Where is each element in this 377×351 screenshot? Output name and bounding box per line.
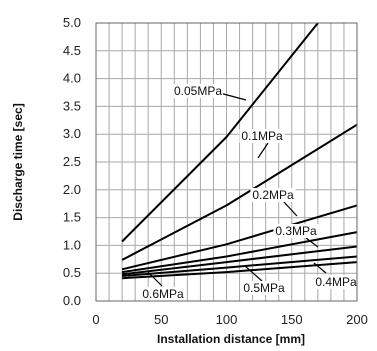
chart-grid bbox=[95, 22, 358, 302]
series-label: 0.2MPa bbox=[252, 188, 294, 202]
y-tick-label: 0.5 bbox=[63, 265, 81, 280]
y-tick-label: 4.5 bbox=[63, 43, 81, 58]
plot-frame bbox=[95, 22, 358, 302]
series-label: 0.5MPa bbox=[243, 281, 285, 295]
series-line-0-1mpa bbox=[121, 123, 358, 261]
series-label-backdrop bbox=[273, 224, 319, 238]
series-line-0-5mpa bbox=[122, 255, 358, 277]
y-tick-label: 2.0 bbox=[63, 182, 81, 197]
y-tick-label: 5.0 bbox=[63, 15, 81, 30]
series-label-leader bbox=[282, 200, 298, 217]
series-label-backdrop bbox=[313, 275, 359, 289]
x-axis-label: Installation distance [mm] bbox=[157, 332, 305, 346]
series-line-0-2mpa bbox=[121, 204, 358, 271]
x-tick-label: 200 bbox=[346, 312, 368, 327]
chart-series-labels: 0.05MPa 0.1MPa 0.2MPa 0.3MPa 0.4MPa 0.5MPa 0.6… bbox=[140, 84, 359, 301]
series-label-leader bbox=[244, 265, 263, 282]
y-tick-label: 1.0 bbox=[63, 237, 81, 252]
series-label-backdrop bbox=[239, 129, 285, 143]
y-tick-label: 3.5 bbox=[63, 98, 81, 113]
series-line-0-05mpa bbox=[121, 22, 319, 243]
series-line-0-6mpa bbox=[122, 261, 358, 280]
series-line-0-4mpa bbox=[121, 245, 358, 276]
x-tick-label: 150 bbox=[281, 312, 303, 327]
y-tick-label: 4.0 bbox=[63, 71, 81, 86]
series-label-leader bbox=[313, 262, 327, 274]
x-tick-label: 100 bbox=[216, 312, 238, 327]
series-label-leader bbox=[147, 271, 163, 287]
chart-tick-labels: 0 50 100 150 200 0.0 0.5 1.0 1.5 2.0 2.5 3.0 3.5 4.0 4… bbox=[63, 15, 368, 327]
series-label: 0.3MPa bbox=[275, 224, 317, 238]
series-label-leader bbox=[257, 142, 269, 159]
series-label-leader bbox=[305, 237, 319, 248]
series-label-backdrop bbox=[170, 84, 223, 98]
y-tick-label: 3.0 bbox=[63, 126, 81, 141]
y-tick-label: 2.5 bbox=[63, 154, 81, 169]
y-axis-label: Discharge time [sec] bbox=[11, 103, 25, 220]
series-label-backdrop bbox=[250, 188, 296, 202]
series-label: 0.1MPa bbox=[241, 129, 283, 143]
y-tick-label: 0.0 bbox=[63, 293, 81, 308]
series-label-backdrop bbox=[241, 281, 287, 295]
x-tick-label: 0 bbox=[92, 312, 99, 327]
series-line-0-3mpa bbox=[121, 231, 358, 274]
series-label: 0.4MPa bbox=[315, 275, 357, 289]
series-label: 0.6MPa bbox=[142, 287, 184, 301]
series-label-backdrop bbox=[140, 287, 186, 301]
chart-axes bbox=[95, 22, 358, 302]
y-tick-label: 1.5 bbox=[63, 210, 81, 225]
series-label: 0.05MPa bbox=[174, 84, 222, 98]
chart-series-lines bbox=[121, 22, 358, 280]
x-tick-label: 50 bbox=[154, 312, 168, 327]
